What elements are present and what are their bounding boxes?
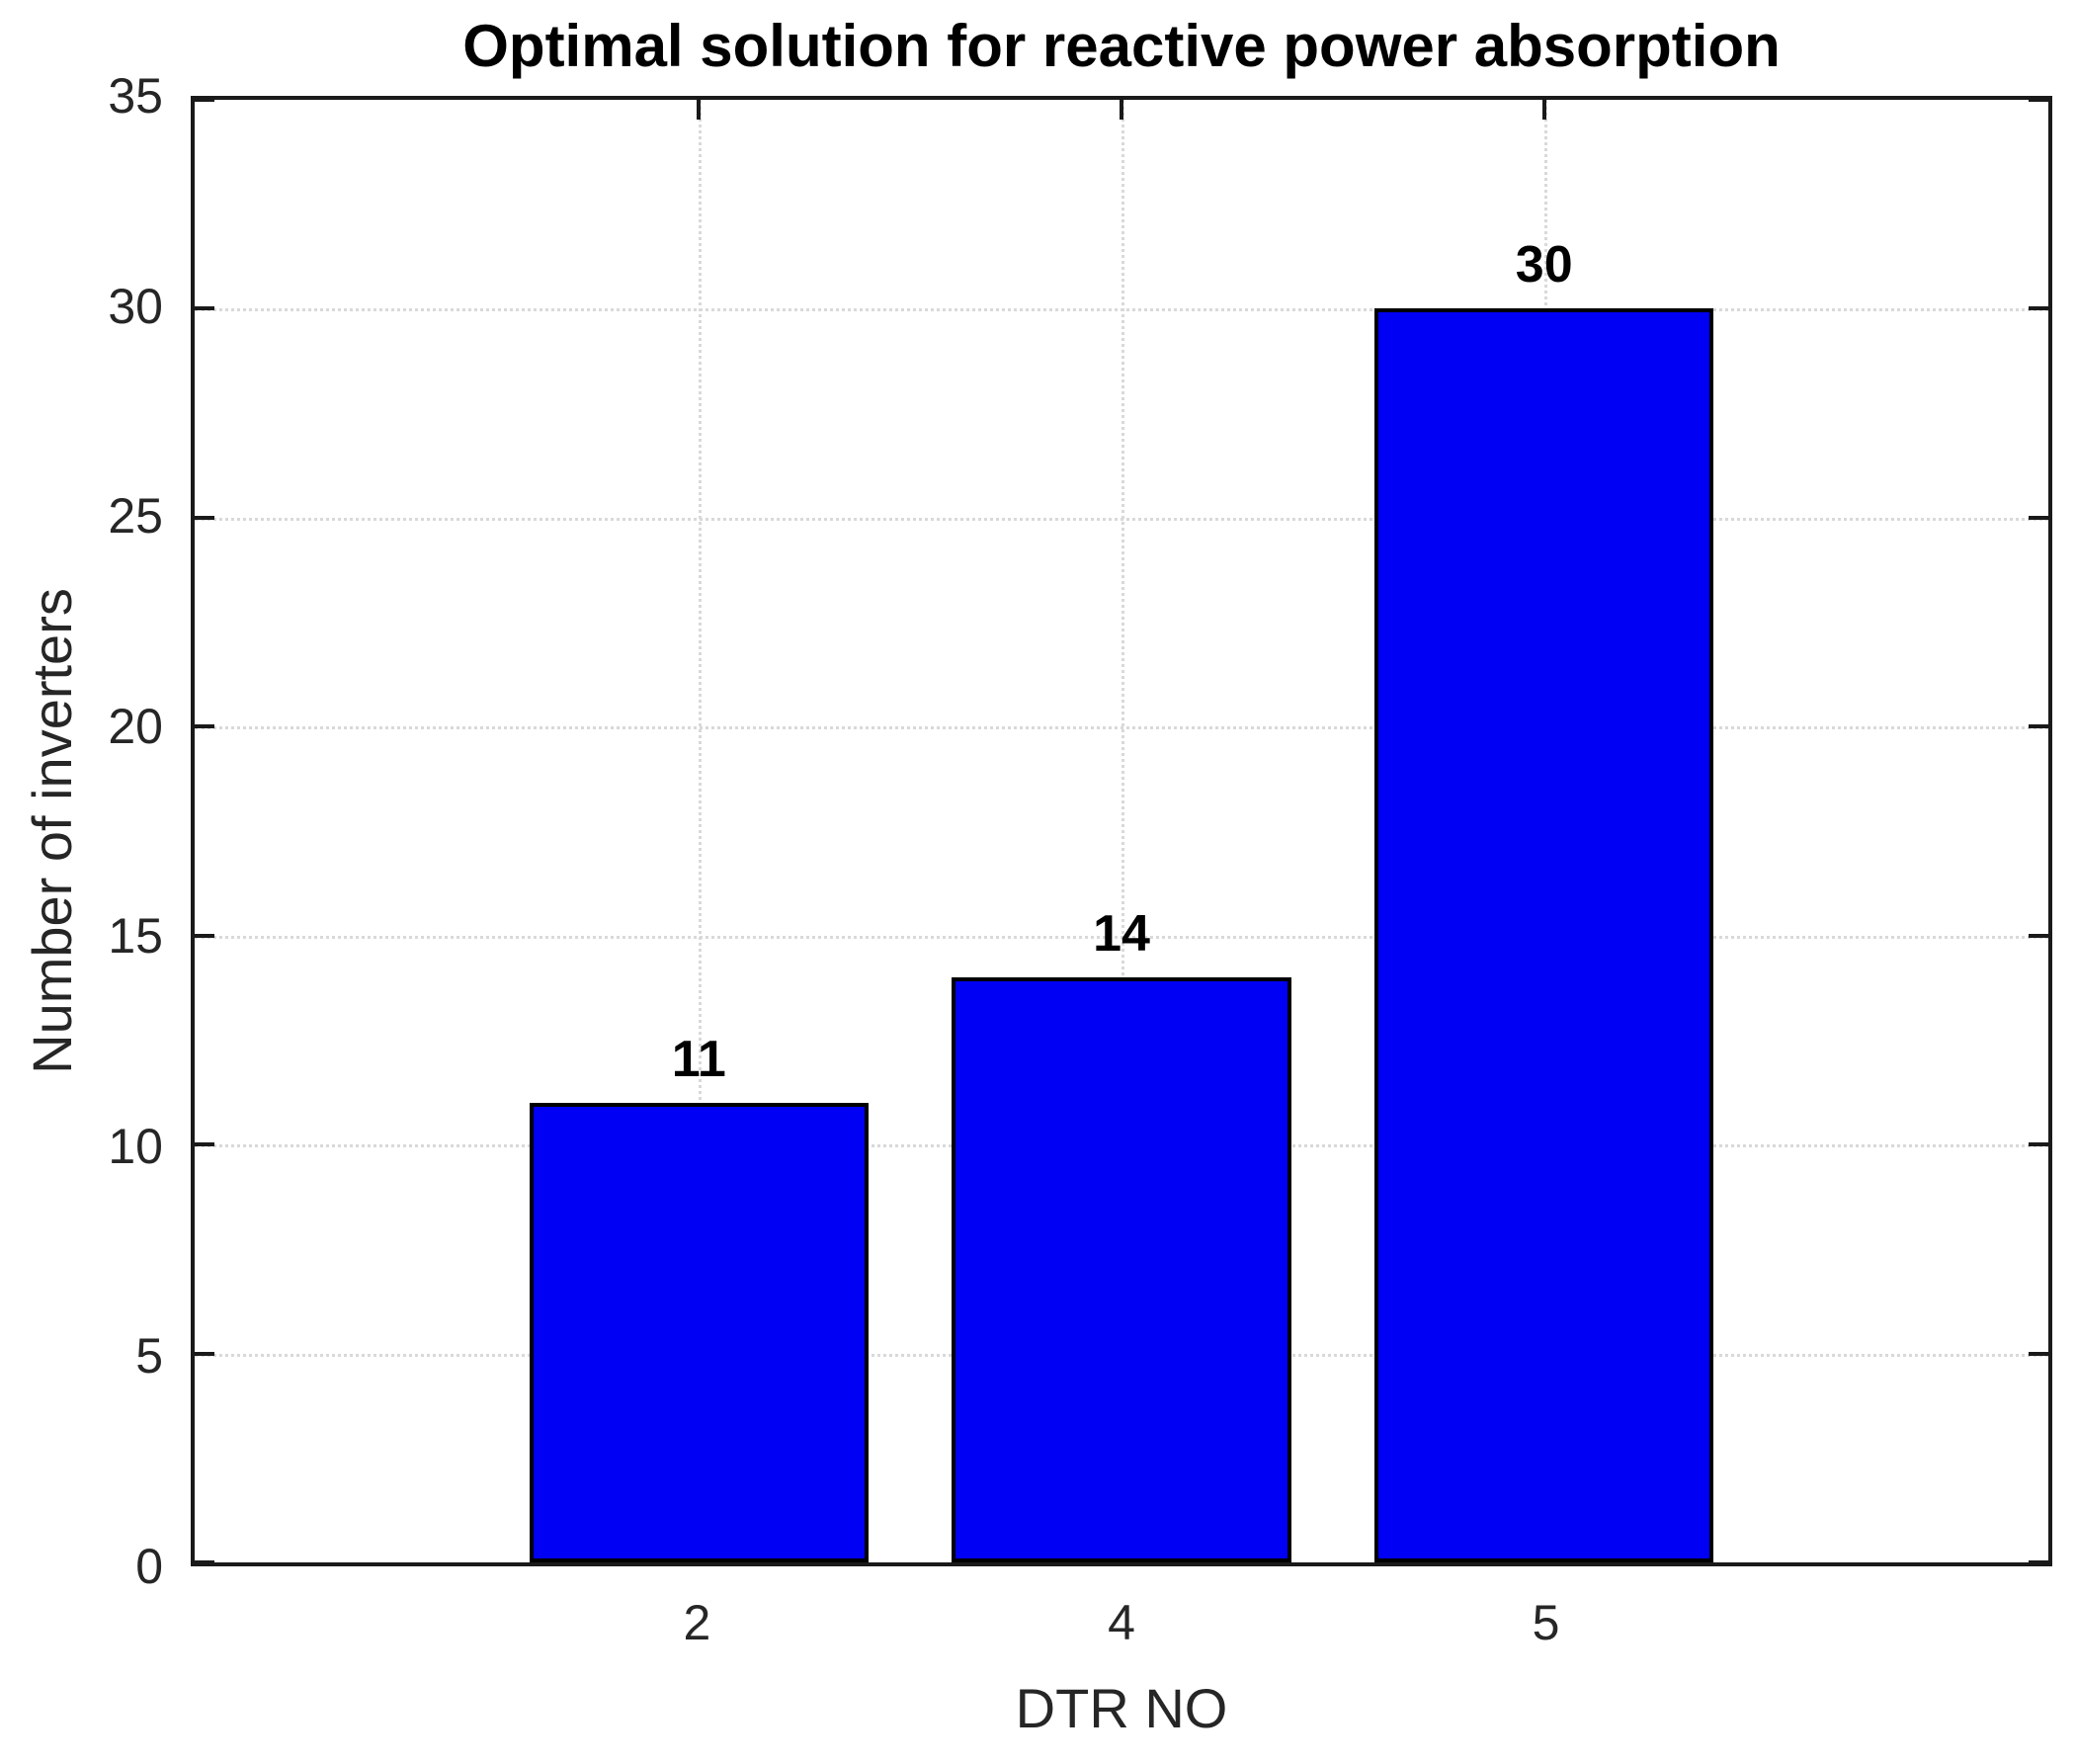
y-tick-mark-right xyxy=(2029,724,2048,729)
bar xyxy=(529,1102,869,1562)
x-tick-label: 4 xyxy=(1108,1595,1135,1650)
y-tick-label: 5 xyxy=(135,1328,163,1385)
bar-value-label: 11 xyxy=(671,1030,726,1088)
y-tick-mark-left xyxy=(195,1351,214,1356)
gridline-vertical xyxy=(1121,100,1124,1562)
x-axis-label: DTR NO xyxy=(1015,1677,1228,1739)
y-tick-label: 0 xyxy=(135,1539,163,1594)
plot-area: 11 14 30 xyxy=(191,96,2052,1566)
y-tick-mark-left xyxy=(195,98,214,102)
y-tick-mark-left xyxy=(195,1142,214,1147)
chart-title: Optimal solution for reactive power abso… xyxy=(462,13,1781,79)
y-tick-mark-left xyxy=(195,933,214,938)
y-axis-label: Number of inverters xyxy=(21,588,83,1074)
gridline-vertical xyxy=(699,100,703,1562)
y-tick-label: 20 xyxy=(108,698,163,754)
y-tick-mark-left xyxy=(195,1560,214,1564)
bar xyxy=(1374,308,1714,1562)
x-tick-mark-top xyxy=(697,100,702,120)
x-tick-label: 2 xyxy=(683,1595,711,1650)
y-tick-label: 10 xyxy=(108,1118,163,1174)
y-tick-mark-left xyxy=(195,724,214,729)
y-tick-mark-right xyxy=(2029,306,2048,311)
y-tick-mark-right xyxy=(2029,1560,2048,1564)
y-tick-label: 30 xyxy=(108,278,163,334)
y-tick-mark-right xyxy=(2029,1351,2048,1356)
y-tick-label: 15 xyxy=(108,908,163,965)
y-tick-mark-left xyxy=(195,515,214,520)
x-tick-mark-top xyxy=(1541,100,1546,120)
y-tick-mark-right xyxy=(2029,933,2048,938)
bar-value-label: 30 xyxy=(1515,236,1573,294)
bar xyxy=(952,977,1291,1562)
x-tick-mark-top xyxy=(1120,100,1123,120)
y-tick-mark-left xyxy=(195,306,214,311)
y-tick-label: 35 xyxy=(108,68,163,124)
y-tick-mark-right xyxy=(2029,515,2048,520)
y-tick-mark-right xyxy=(2029,98,2048,102)
bar-value-label: 14 xyxy=(1093,905,1150,963)
y-tick-label: 25 xyxy=(108,488,163,545)
x-tick-label: 5 xyxy=(1532,1595,1560,1650)
y-tick-mark-right xyxy=(2029,1142,2048,1147)
